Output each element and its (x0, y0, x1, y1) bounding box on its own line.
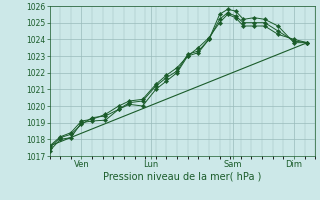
X-axis label: Pression niveau de la mer( hPa ): Pression niveau de la mer( hPa ) (103, 172, 261, 182)
